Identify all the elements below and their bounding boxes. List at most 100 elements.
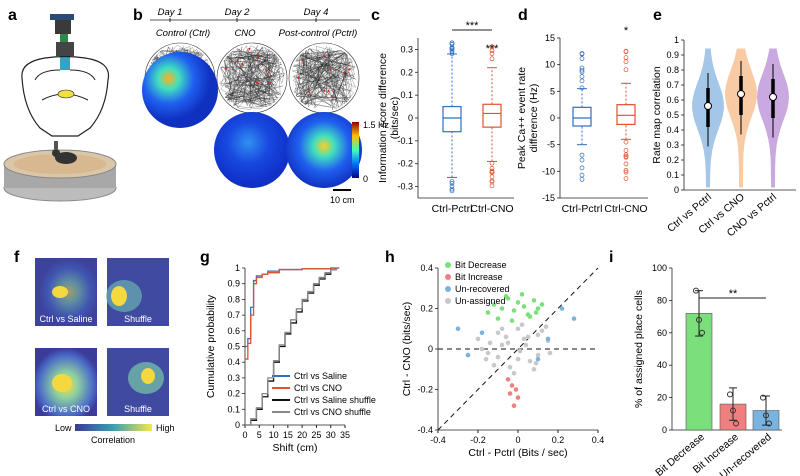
- d-outlier: [623, 161, 629, 167]
- g-x-tick-label: 10: [269, 430, 279, 440]
- d-outlier: [579, 69, 585, 75]
- event-dot: [301, 59, 304, 62]
- f-label-saline: Ctrl vs Saline: [39, 314, 92, 324]
- h-point: [503, 334, 509, 340]
- c-box-1: [482, 103, 502, 128]
- i-datapoint: [696, 316, 702, 323]
- g-x-tick-label: 5: [257, 430, 262, 440]
- h-point: [511, 403, 517, 409]
- c-y-tick-label: 0.2: [400, 67, 413, 77]
- h-point: [505, 377, 511, 382]
- event-dot: [269, 81, 272, 84]
- h-point: [503, 294, 509, 299]
- condition-pctrl: Post-control (Pctrl): [279, 28, 358, 39]
- h-legend-label-0: Bit Decrease: [455, 260, 507, 270]
- d-box-1: [616, 104, 636, 125]
- h-point: [499, 342, 505, 348]
- panel-h: 0.4 0.2 0 -0.2 -0.4-0.4 -0.2 0 0.2 0.4 Ctrl - CNO…: [401, 260, 604, 459]
- h-point: [531, 366, 537, 372]
- h-point: [539, 328, 545, 334]
- d-outlier: [623, 169, 629, 175]
- g-x-tick-label: 30: [326, 430, 336, 440]
- h-point: [487, 340, 493, 346]
- f-colorbar-high: High: [156, 423, 175, 433]
- d-y-tick-label: 5: [550, 86, 555, 96]
- h-point: [521, 336, 527, 342]
- h-identity-line: [437, 267, 599, 431]
- i-sig-label: **: [729, 288, 738, 300]
- d-outlier: [579, 51, 585, 56]
- i-datapoint: [693, 287, 699, 294]
- h-point: [519, 322, 525, 328]
- h-point: [511, 371, 517, 376]
- colorbar-min: 0: [363, 174, 368, 184]
- e-y-tick-label: 0.1: [666, 170, 679, 180]
- h-point: [521, 304, 527, 309]
- panel-label-a: a: [8, 7, 17, 24]
- h-point: [509, 383, 515, 388]
- scale-bar-label: 10 cm: [330, 195, 355, 205]
- e-y-tick-label: 0.6: [666, 95, 679, 105]
- c-outlier: [449, 186, 455, 192]
- h-point: [483, 356, 489, 362]
- g-x-tick-label: 35: [340, 430, 350, 440]
- panel-label-h: h: [385, 249, 395, 266]
- c-category-1: Ctrl-CNO: [470, 203, 513, 215]
- h-point: [517, 348, 523, 354]
- h-legend-swatch-3: [445, 298, 451, 304]
- g-legend-label-1: Ctrl vs CNO: [294, 383, 342, 393]
- panel-label-c: c: [371, 7, 380, 24]
- e-y-tick-label: 0.9: [666, 50, 679, 60]
- c-y-tick-label: 0: [408, 113, 413, 123]
- g-x-tick-label: 25: [311, 430, 321, 440]
- c-category-0: Ctrl-Pctrl: [432, 203, 473, 215]
- h-point: [495, 316, 501, 321]
- h-point: [559, 306, 565, 311]
- h-point: [535, 332, 541, 338]
- c-outlier: [449, 184, 455, 189]
- d-outlier: [623, 139, 629, 145]
- h-y-tick-label: 0: [428, 344, 433, 354]
- h-legend-label-3: Un-assigned: [455, 296, 506, 306]
- g-x-tick-label: 20: [297, 430, 307, 440]
- g-legend-label-2: Ctrl vs Saline shuffle: [294, 395, 376, 405]
- event-dot: [241, 62, 244, 65]
- day-1-label: Day 1: [158, 7, 183, 18]
- d-outlier: [623, 176, 629, 181]
- h-point: [495, 354, 501, 360]
- h-point: [475, 336, 481, 342]
- d-y-label-0: Peak Ca++ event rate: [516, 67, 528, 169]
- panel-label-g: g: [200, 249, 210, 266]
- rate-map-pctrl: [286, 112, 362, 188]
- d-category-1: Ctrl-CNO: [604, 203, 647, 215]
- h-legend-swatch-1: [445, 274, 451, 280]
- event-dot: [348, 68, 351, 71]
- f-label-shuffle-2: Shuffle: [124, 404, 152, 414]
- g-y-tick-label: 0.4: [227, 357, 240, 367]
- d-outlier: [623, 168, 629, 173]
- event-dot: [234, 61, 237, 65]
- e-y-tick-label: 0.2: [666, 155, 679, 165]
- h-point: [527, 314, 533, 319]
- e-median-1: [737, 90, 745, 98]
- c-outlier: [449, 180, 455, 186]
- event-dot: [343, 71, 346, 74]
- h-point: [485, 350, 491, 356]
- h-point: [465, 352, 471, 358]
- c-outlier: [489, 51, 495, 56]
- i-datapoint: [763, 412, 769, 419]
- d-outlier: [579, 165, 585, 171]
- h-point: [455, 326, 461, 332]
- e-y-label: Rate map correlation: [651, 66, 663, 164]
- h-point: [507, 391, 513, 396]
- event-dot: [224, 67, 227, 70]
- c-y-label-1: (bits/sec): [389, 97, 401, 140]
- f-label-cno: Ctrl vs CNO: [42, 404, 90, 414]
- d-outlier: [579, 67, 585, 73]
- f-colorbar-title: Correlation: [91, 435, 135, 445]
- h-point: [523, 342, 529, 348]
- h-point: [515, 395, 521, 400]
- h-point: [545, 336, 551, 342]
- panel-f: Ctrl vs Saline Shuffle Ctrl vs CNO Shuff…: [35, 258, 175, 445]
